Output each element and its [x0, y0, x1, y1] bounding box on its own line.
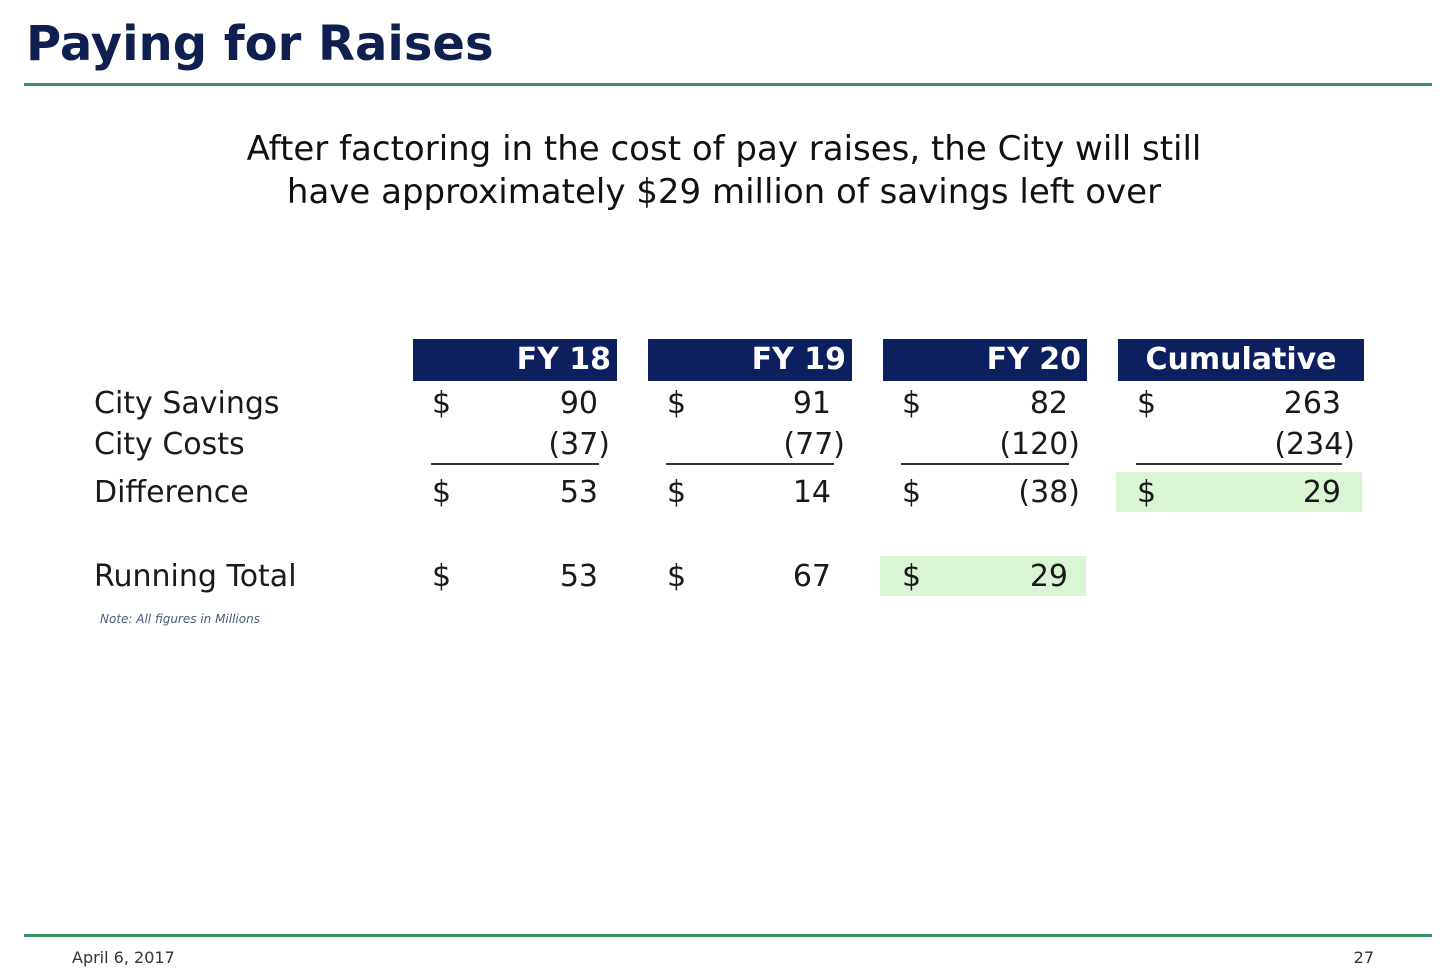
page-number: 27 — [1353, 948, 1374, 967]
highlight-fy20-running-total — [880, 556, 1086, 596]
subtotal-underline — [431, 463, 599, 465]
dollar-sign: $ — [902, 386, 922, 421]
title-rule — [24, 83, 1432, 86]
dollar-sign: $ — [1137, 386, 1157, 421]
cell-city-savings-fy19: 91 — [792, 386, 831, 421]
footer-date: April 6, 2017 — [72, 948, 175, 967]
subtitle-line-2: have approximately $29 million of saving… — [286, 172, 1162, 212]
dollar-sign: $ — [667, 386, 687, 421]
cell-city-costs-fy19: (77) — [783, 427, 845, 462]
cell-difference-fy19: 14 — [792, 475, 831, 510]
row-label-city-savings: City Savings — [94, 386, 280, 421]
column-header-fy20: FY 20 — [883, 339, 1087, 381]
cell-difference-cumulative: 29 — [1302, 475, 1341, 510]
cell-running-total-fy19: 67 — [792, 559, 831, 594]
cell-city-costs-cumulative: (234) — [1274, 427, 1355, 462]
dollar-sign: $ — [667, 559, 687, 594]
dollar-sign: $ — [432, 386, 452, 421]
figures-note: Note: All figures in Millions — [100, 612, 260, 626]
column-header-fy19: FY 19 — [648, 339, 852, 381]
row-label-running-total: Running Total — [94, 559, 297, 594]
cell-difference-fy18: 53 — [559, 475, 598, 510]
dollar-sign: $ — [902, 475, 922, 510]
cell-city-savings-cumulative: 263 — [1283, 386, 1341, 421]
subtitle-line-1: After factoring in the cost of pay raise… — [246, 129, 1202, 169]
cell-city-savings-fy18: 90 — [559, 386, 598, 421]
column-header-cumulative: Cumulative — [1118, 339, 1364, 381]
subtotal-underline — [901, 463, 1069, 465]
dollar-sign: $ — [432, 559, 452, 594]
dollar-sign: $ — [667, 475, 687, 510]
row-label-city-costs: City Costs — [94, 427, 245, 462]
row-label-difference: Difference — [94, 475, 249, 510]
cell-city-costs-fy18: (37) — [548, 427, 610, 462]
cell-difference-fy20: (38) — [1018, 475, 1080, 510]
cell-city-costs-fy20: (120) — [999, 427, 1080, 462]
cell-city-savings-fy20: 82 — [1029, 386, 1068, 421]
subtotal-underline — [666, 463, 834, 465]
slide-title: Paying for Raises — [26, 16, 494, 72]
dollar-sign: $ — [902, 559, 922, 594]
footer-rule — [24, 934, 1432, 937]
dollar-sign: $ — [432, 475, 452, 510]
cell-running-total-fy20: 29 — [1029, 559, 1068, 594]
cell-running-total-fy18: 53 — [559, 559, 598, 594]
dollar-sign: $ — [1137, 475, 1157, 510]
column-header-fy18: FY 18 — [413, 339, 617, 381]
subtotal-underline — [1136, 463, 1342, 465]
slide-subtitle: After factoring in the cost of pay raise… — [120, 128, 1328, 214]
highlight-cumulative-difference — [1116, 472, 1362, 512]
